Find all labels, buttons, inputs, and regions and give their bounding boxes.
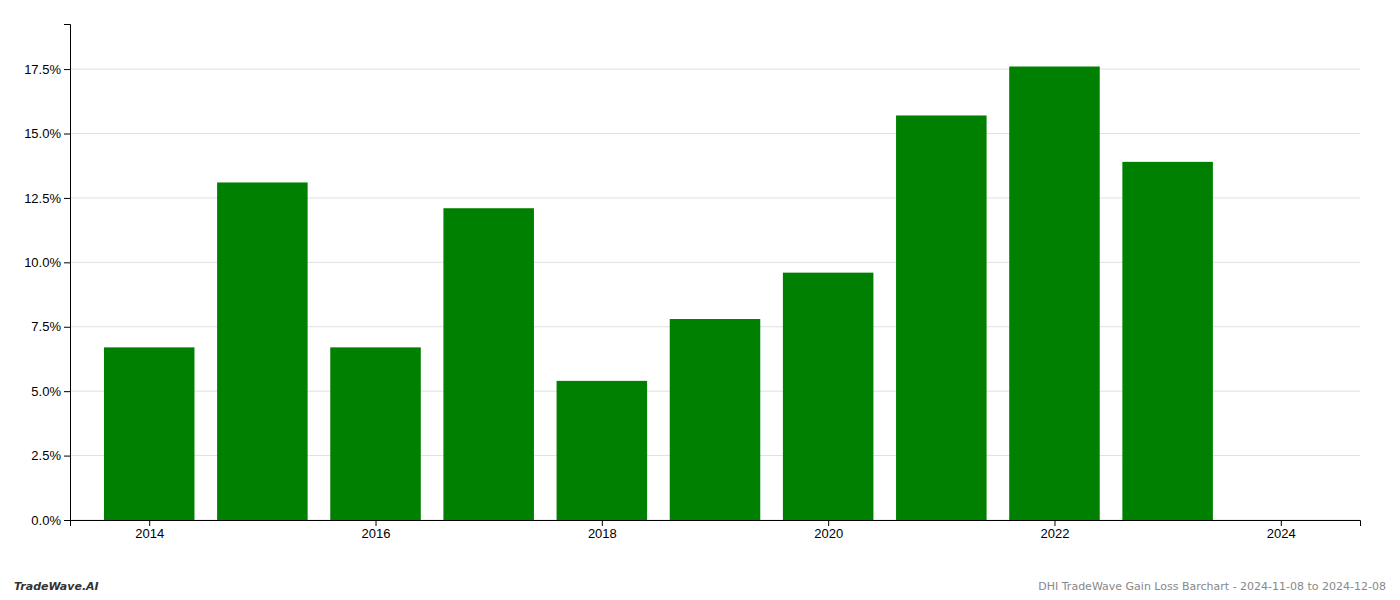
bar	[557, 381, 648, 520]
y-tick: 0.0%	[31, 513, 70, 528]
y-tick: 2.5%	[31, 448, 70, 463]
x-tick-mark	[1281, 520, 1282, 526]
bar	[217, 182, 308, 520]
y-tick-label: 12.5%	[24, 191, 61, 206]
y-tick-mark	[64, 134, 70, 135]
x-axis-line	[71, 521, 1361, 527]
y-tick: 10.0%	[24, 255, 70, 270]
bar	[783, 273, 874, 520]
y-tick-label: 17.5%	[24, 62, 61, 77]
y-tick-mark	[64, 520, 70, 521]
chart: 2014 2016 2018 2020 2022 2024 0.0% 2.5% 5.0% 7.5%…	[0, 0, 1400, 600]
x-tick: 2022	[1041, 520, 1070, 541]
y-tick-mark	[64, 391, 70, 392]
bar	[896, 115, 987, 520]
x-tick: 2024	[1267, 520, 1296, 541]
y-tick-mark	[64, 69, 70, 70]
bar	[443, 208, 534, 520]
grid-line	[70, 69, 1360, 70]
x-tick-label: 2016	[362, 526, 391, 541]
footer-left: TradeWave.AI	[14, 580, 99, 593]
y-tick-mark	[64, 327, 70, 328]
y-tick-label: 2.5%	[31, 448, 61, 463]
y-tick: 7.5%	[31, 319, 70, 334]
y-tick: 17.5%	[24, 62, 70, 77]
footer-right: DHI TradeWave Gain Loss Barchart - 2024-…	[1038, 580, 1386, 593]
x-tick-label: 2018	[588, 526, 617, 541]
y-tick-mark	[64, 198, 70, 199]
y-tick: 15.0%	[24, 126, 70, 141]
y-tick-label: 5.0%	[31, 384, 61, 399]
y-tick-mark	[64, 262, 70, 263]
x-tick-label: 2022	[1041, 526, 1070, 541]
bar	[670, 319, 761, 520]
y-tick: 12.5%	[24, 191, 70, 206]
x-tick-label: 2014	[135, 526, 164, 541]
x-tick-mark	[828, 520, 829, 526]
x-axis: 2014 2016 2018 2020 2022 2024	[71, 520, 1361, 541]
bar	[330, 347, 421, 520]
y-tick-label: 0.0%	[31, 513, 61, 528]
grid	[70, 69, 1360, 520]
plot: 2014 2016 2018 2020 2022 2024 0.0% 2.5% 5.0% 7.5%…	[24, 25, 1360, 542]
y-axis-line	[64, 25, 71, 521]
x-tick-label: 2020	[814, 526, 843, 541]
y-tick: 5.0%	[31, 384, 70, 399]
y-tick-label: 15.0%	[24, 126, 61, 141]
y-tick-label: 7.5%	[31, 319, 61, 334]
x-tick: 2014	[135, 520, 164, 541]
x-tick: 2020	[814, 520, 843, 541]
x-tick: 2016	[362, 520, 391, 541]
bar	[1009, 67, 1100, 520]
y-tick-label: 10.0%	[24, 255, 61, 270]
grid-line	[70, 133, 1360, 134]
x-tick-mark	[1054, 520, 1055, 526]
x-tick-mark	[376, 520, 377, 526]
bars	[104, 67, 1213, 520]
x-tick-mark	[149, 520, 150, 526]
x-tick-label: 2024	[1267, 526, 1296, 541]
bar	[104, 347, 195, 520]
y-tick-mark	[64, 456, 70, 457]
x-tick: 2018	[588, 520, 617, 541]
y-axis: 0.0% 2.5% 5.0% 7.5% 10.0% 12.5% 15.0% 17.5%	[24, 25, 70, 528]
x-tick-mark	[602, 520, 603, 526]
bar	[1122, 162, 1213, 520]
chart-container: 2014 2016 2018 2020 2022 2024 0.0% 2.5% 5.0% 7.5%…	[0, 0, 1400, 600]
